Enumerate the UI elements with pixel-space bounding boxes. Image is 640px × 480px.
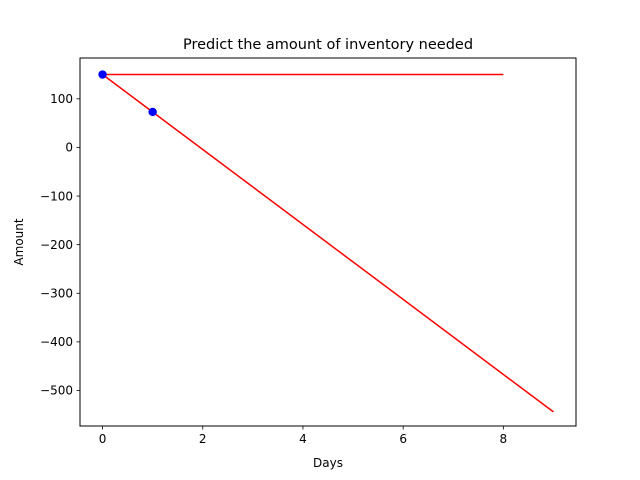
x-tick-label: 0	[99, 432, 107, 446]
y-tick-label: 0	[65, 141, 73, 155]
x-tick-label: 8	[500, 432, 508, 446]
y-tick-label: −500	[40, 384, 73, 398]
x-tick-label: 6	[399, 432, 407, 446]
axes-frame	[79, 57, 577, 427]
x-tick-label: 4	[299, 432, 307, 446]
x-axis: 0 2 4 6 8	[99, 426, 507, 446]
y-axis-label: Amount	[12, 218, 26, 265]
x-axis-label: Days	[313, 456, 343, 470]
y-tick-label: 100	[50, 92, 73, 106]
y-tick-label: −300	[40, 286, 73, 300]
y-tick-label: −200	[40, 238, 73, 252]
plot-area	[98, 70, 554, 413]
y-tick-label: −400	[40, 335, 73, 349]
y-tick-label: −100	[40, 189, 73, 203]
series-line-1	[102, 73, 554, 413]
x-tick-label: 2	[199, 432, 207, 446]
y-axis: 100 0 −100 −200 −300 −400 −500	[40, 92, 80, 398]
scatter-point	[148, 107, 157, 117]
scatter-point	[98, 70, 107, 79]
chart-title: Predict the amount of inventory needed	[183, 37, 473, 53]
